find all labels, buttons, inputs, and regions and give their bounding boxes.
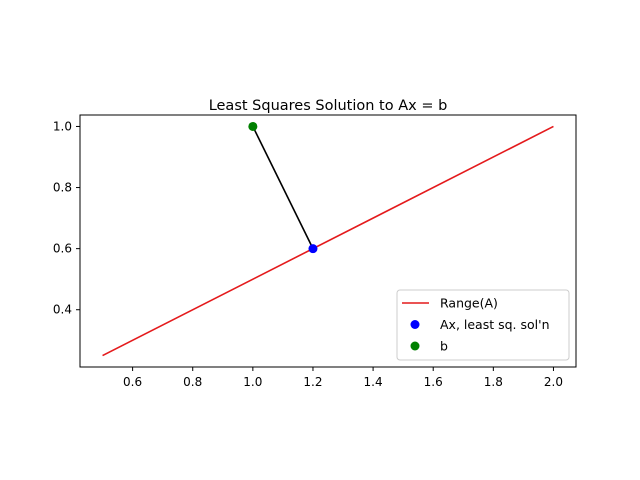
y-tick-label: 0.6	[53, 242, 72, 256]
legend: Range(A) Ax, least sq. sol'n b	[396, 289, 570, 361]
point-ax-solution	[308, 244, 318, 254]
chart-title: Least Squares Solution to Ax = b	[209, 98, 448, 114]
legend-marker-handle	[410, 341, 420, 351]
legend-marker-handle	[410, 320, 420, 329]
projection-line	[252, 126, 314, 249]
x-tick-label: 1.6	[424, 375, 443, 389]
x-tick-label: 1.2	[303, 375, 322, 389]
legend-box	[396, 289, 570, 361]
x-tick-label: 0.6	[123, 375, 142, 389]
plot-area: 0.6 0.8 1.0 1.2 1.4 1.6 1.8 2.0 0.4 0.6 0.8 1.0	[53, 114, 577, 389]
legend-label: b	[440, 339, 448, 354]
axes-frame	[79, 114, 577, 368]
x-tick-label: 0.8	[183, 375, 202, 389]
y-tick-label: 0.8	[53, 181, 72, 195]
x-tick-label: 1.4	[364, 375, 383, 389]
legend-label: Range(A)	[440, 296, 498, 311]
y-tick-label: 0.4	[53, 303, 72, 317]
x-tick-label: 1.8	[484, 375, 503, 389]
series-line-range	[102, 125, 554, 357]
point-b	[248, 121, 258, 131]
legend-label: Ax, least sq. sol'n	[440, 317, 550, 332]
x-tick-label: 1.0	[243, 375, 262, 389]
x-tick-label: 2.0	[544, 375, 563, 389]
y-tick-label: 1.0	[53, 119, 72, 133]
